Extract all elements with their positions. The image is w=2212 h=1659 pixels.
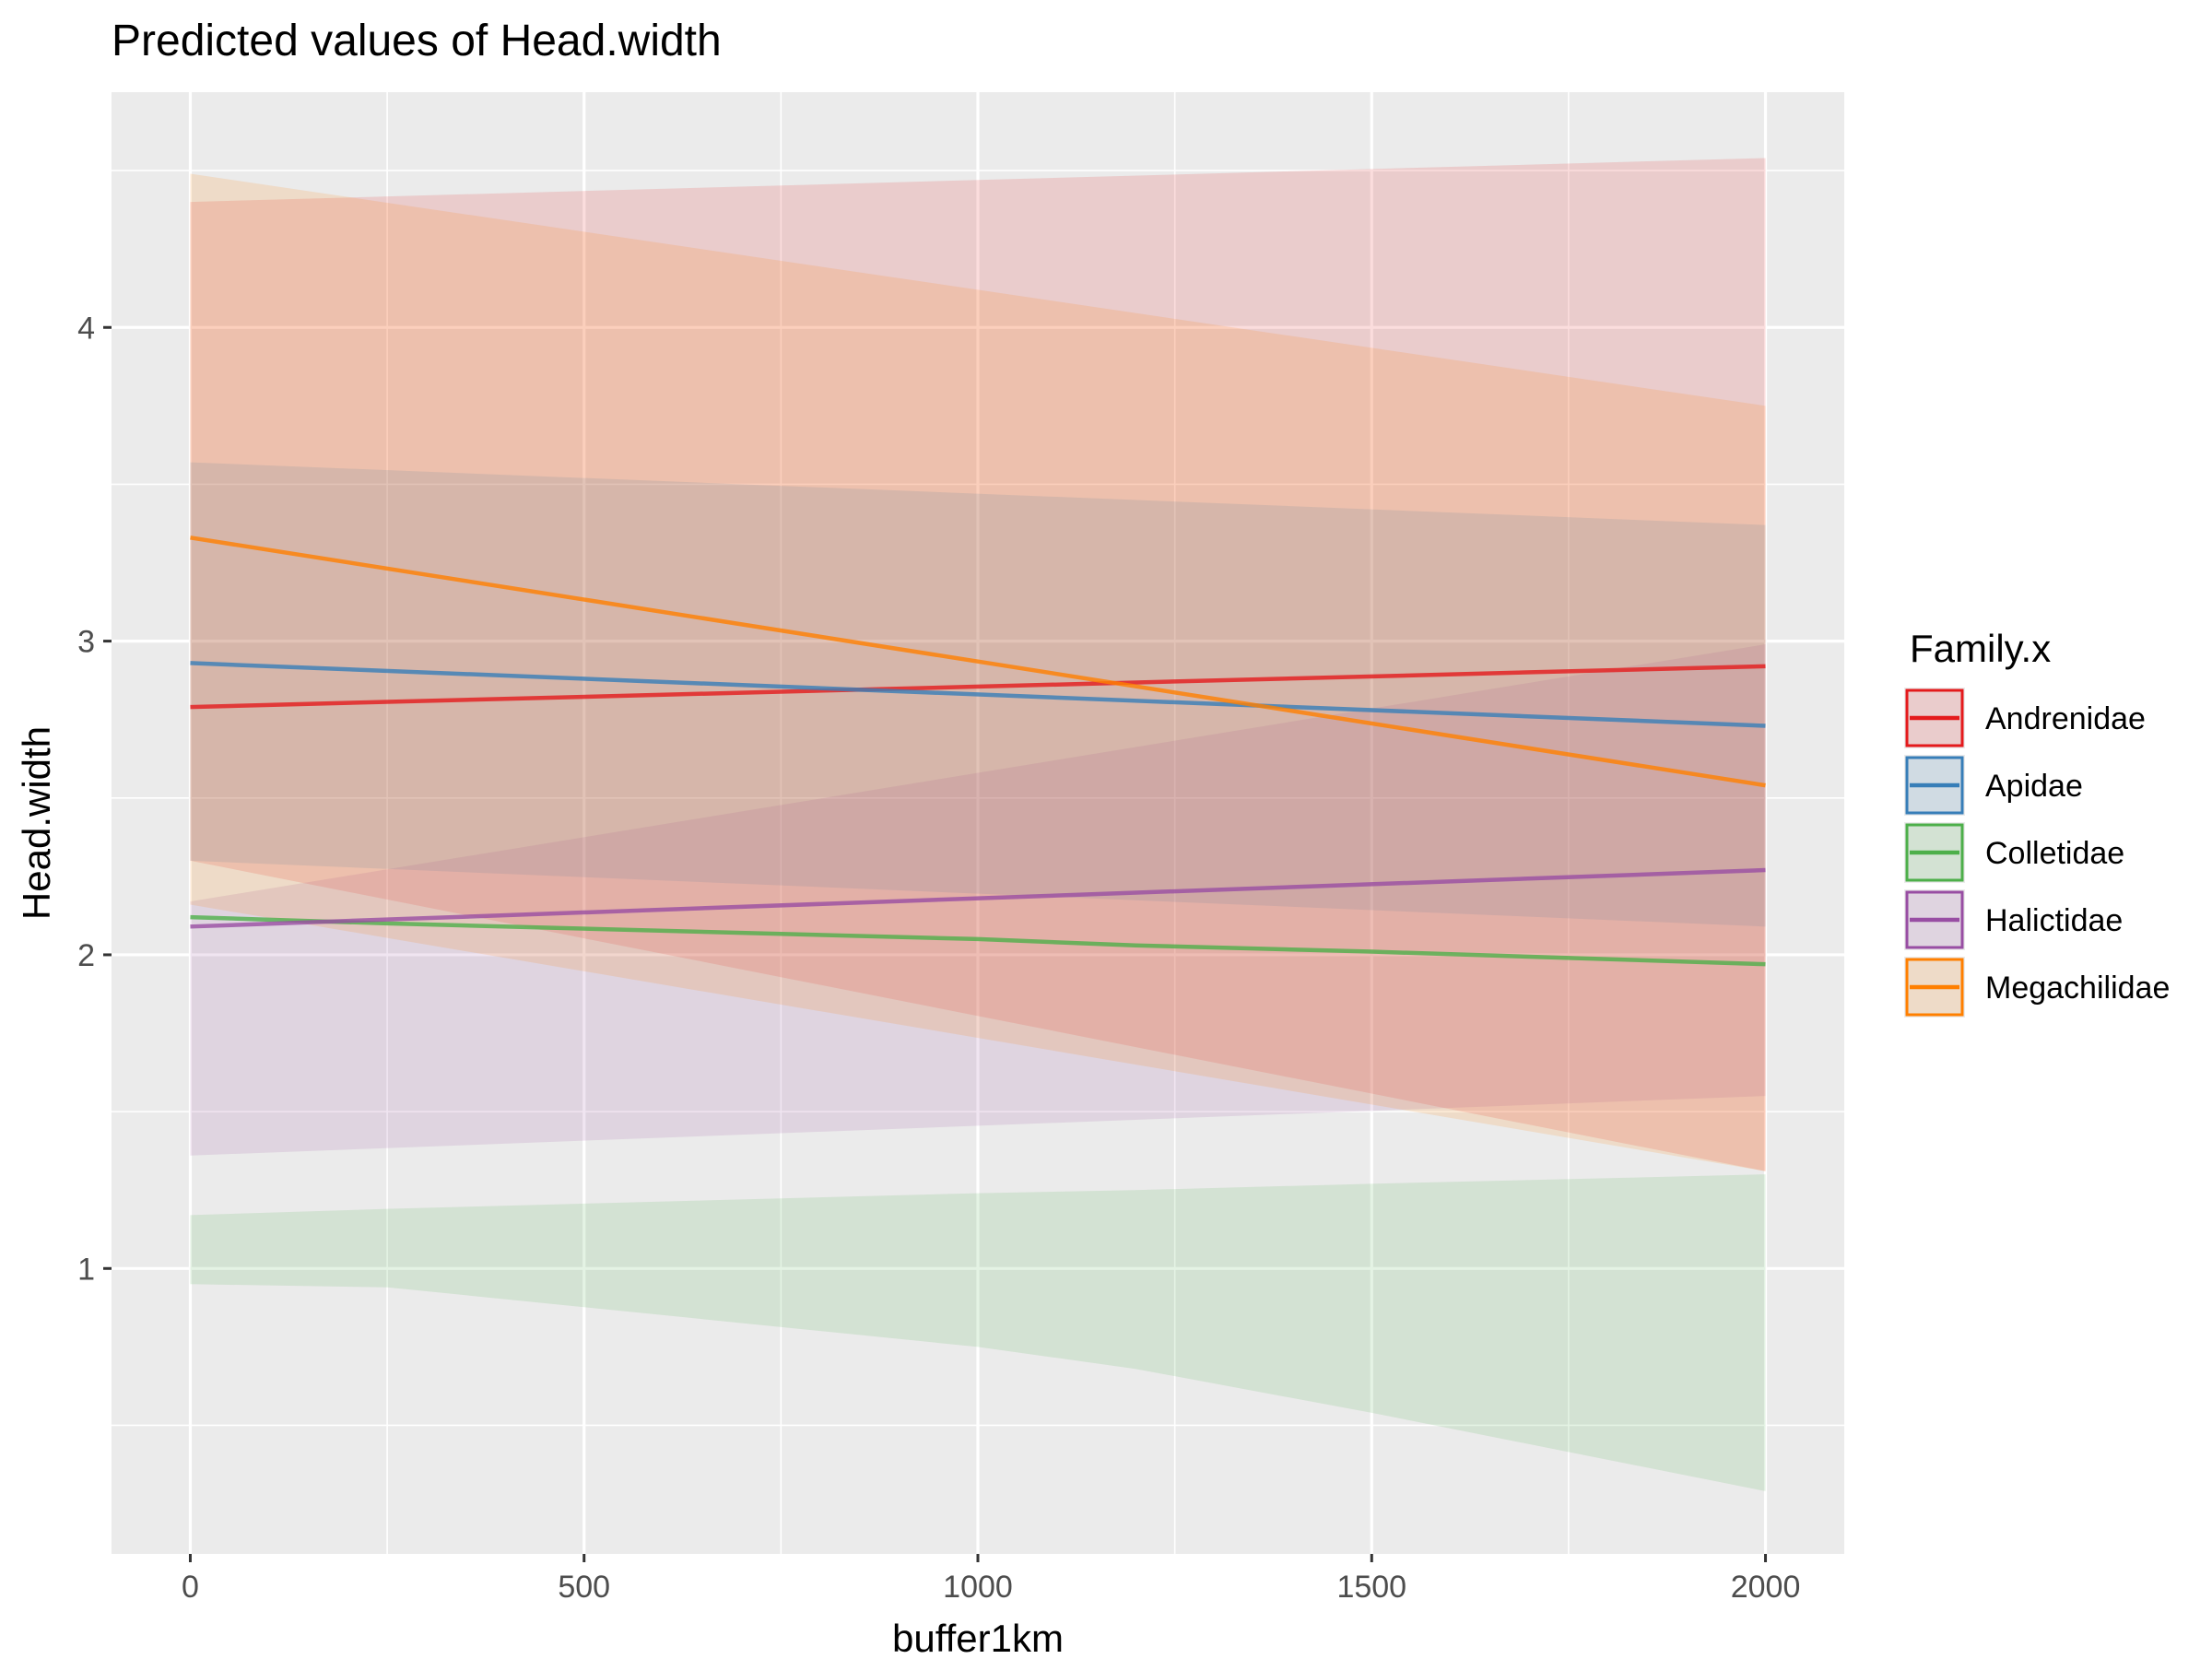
legend-label: Halictidae <box>1985 903 2123 938</box>
major-gridlines <box>112 92 1844 1554</box>
x-tick-label: 500 <box>558 1570 610 1605</box>
chart-title: Predicted values of Head.width <box>112 17 722 65</box>
y-tick-label: 4 <box>77 311 95 346</box>
y-axis-title: Head.width <box>15 726 58 920</box>
x-tick-label: 0 <box>182 1570 199 1605</box>
line-andrenidae <box>190 664 1766 710</box>
ribbon-andrenidae <box>190 158 1766 1171</box>
legend-item-apidae: Apidae <box>1904 755 2083 816</box>
legend-item-andrenidae: Andrenidae <box>1904 688 2146 748</box>
y-tick-label: 2 <box>77 938 95 973</box>
legend-item-megachilidae: Megachilidae <box>1904 957 2170 1018</box>
prediction-lines <box>190 535 1766 967</box>
legend: Family.x Andrenidae Apidae Colletidae Halic… <box>1904 627 2170 1018</box>
confidence-ribbons <box>190 158 1766 1491</box>
legend-label: Apidae <box>1985 769 2083 804</box>
legend-item-halictidae: Halictidae <box>1904 889 2123 950</box>
x-tick-label: 1500 <box>1336 1570 1406 1605</box>
line-halictidae <box>190 867 1766 929</box>
ribbon-megachilidae <box>190 173 1766 1171</box>
legend-label: Andrenidae <box>1985 701 2146 736</box>
x-axis-title: buffer1km <box>892 1617 1064 1659</box>
y-tick-label: 1 <box>77 1252 95 1287</box>
legend-item-colletidae: Colletidae <box>1904 822 2124 883</box>
x-tick-label: 1000 <box>943 1570 1013 1605</box>
line-megachilidae <box>190 535 1766 788</box>
y-tick-label: 3 <box>77 625 95 660</box>
x-tick-label: 2000 <box>1731 1570 1801 1605</box>
x-axis: 0 500 1000 1500 2000 <box>182 1554 1800 1605</box>
y-axis: 1 2 3 4 <box>77 311 112 1287</box>
legend-items: Andrenidae Apidae Colletidae Halictidae Mega… <box>1904 688 2170 1018</box>
line-apidae <box>190 661 1766 728</box>
legend-label: Megachilidae <box>1985 971 2170 1006</box>
ribbon-colletidae <box>190 1174 1766 1491</box>
legend-title: Family.x <box>1910 627 2051 670</box>
legend-label: Colletidae <box>1985 836 2124 871</box>
